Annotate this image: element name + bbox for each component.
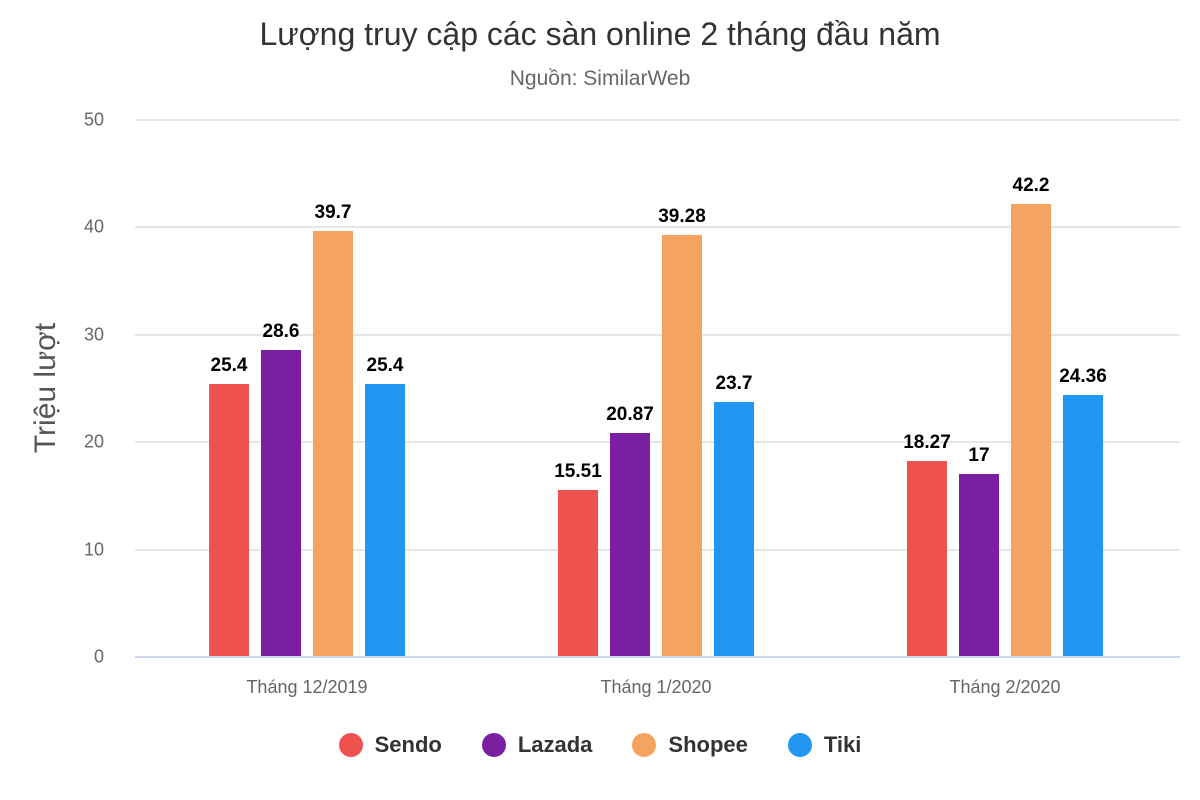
gridline (135, 226, 1180, 229)
legend-label: Shopee (668, 732, 748, 757)
y-tick-label: 20 (83, 431, 104, 452)
gridline (135, 119, 1180, 121)
bar-tiki[interactable] (714, 402, 754, 657)
legend-dot-icon (481, 733, 506, 757)
data-label: 20.87 (606, 403, 654, 425)
y-tick-label: 30 (83, 324, 104, 345)
bar-tiki[interactable] (1063, 395, 1103, 657)
x-tick-label: Tháng 12/2019 (246, 677, 368, 697)
data-label: 39.28 (658, 206, 706, 228)
legend-label: Lazada (517, 732, 593, 757)
bar-sendo[interactable] (907, 460, 947, 657)
legend-dot-icon (338, 733, 363, 757)
data-label: 42.2 (1012, 174, 1050, 196)
y-axis-label: Triệu lượt (29, 322, 62, 454)
legend-item-shopee[interactable]: Shopee (632, 732, 748, 758)
legend: Sendo Lazada Shopee Tiki (0, 732, 1200, 758)
bar-shopee[interactable] (662, 235, 702, 657)
legend-item-tiki[interactable]: Tiki (787, 732, 862, 758)
data-label: 23.7 (715, 373, 753, 395)
bar-sendo[interactable] (209, 384, 249, 657)
y-tick-label: 0 (93, 646, 104, 667)
x-tick-label: Tháng 1/2020 (600, 677, 712, 697)
legend-item-sendo[interactable]: Sendo (338, 732, 442, 758)
legend-item-lazada[interactable]: Lazada (481, 732, 593, 758)
bar-lazada[interactable] (610, 432, 650, 657)
legend-dot-icon (632, 733, 657, 757)
chart-subtitle: Nguồn: SimilarWeb (509, 67, 691, 90)
legend-label: Tiki (823, 732, 862, 757)
gridline (135, 548, 1180, 551)
x-tick-label: Tháng 2/2020 (949, 677, 1061, 697)
y-tick-label: 50 (83, 109, 104, 130)
data-label: 25.4 (366, 355, 404, 377)
data-label: 25.4 (210, 355, 248, 377)
y-tick-label: 40 (83, 216, 104, 237)
bar-lazada[interactable] (959, 474, 999, 657)
bar-lazada[interactable] (261, 349, 301, 657)
data-label: 18.27 (903, 431, 951, 453)
bar-shopee[interactable] (1011, 203, 1051, 657)
x-axis-line (135, 656, 1180, 658)
bar-sendo[interactable] (558, 490, 598, 657)
gridline (135, 333, 1180, 336)
data-label: 28.6 (262, 320, 300, 342)
legend-label: Sendo (374, 732, 442, 757)
legend-dot-icon (787, 733, 812, 757)
gridline (135, 441, 1180, 444)
chart-title: Lượng truy cập các sàn online 2 tháng đầ… (259, 16, 941, 52)
bar-tiki[interactable] (365, 384, 405, 657)
data-label: 17 (968, 445, 990, 467)
bar-shopee[interactable] (313, 230, 353, 657)
data-label: 24.36 (1059, 366, 1107, 388)
data-label: 15.51 (554, 461, 602, 483)
y-tick-label: 10 (83, 539, 104, 560)
data-label: 39.7 (314, 201, 352, 223)
